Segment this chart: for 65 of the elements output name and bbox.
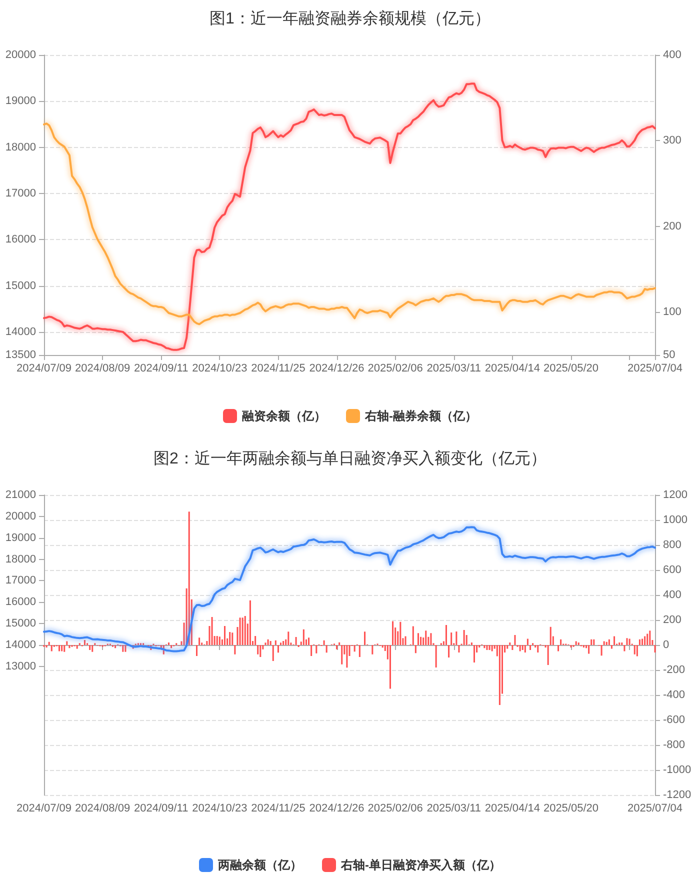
line-series — [43, 82, 656, 351]
x-tick-label: 2025/03/11 — [426, 362, 482, 374]
y-tick-label: 20000 — [5, 49, 36, 61]
x-tick-label: 2025/02/06 — [368, 802, 423, 814]
y-tick-label: 15000 — [5, 618, 36, 630]
y-tick-label: 16000 — [5, 596, 36, 608]
x-tick-label: 2024/11/25 — [251, 802, 306, 814]
y2-tick-label: -1200 — [663, 789, 692, 801]
x-tick-label: 2024/08/09 — [75, 802, 130, 814]
y2-tick-label: 400 — [663, 589, 682, 601]
y2-tick-label: 600 — [663, 564, 682, 576]
x-tick-label: 2025/04/14 — [484, 802, 540, 814]
x-tick-label: 2025/07/04 — [627, 802, 683, 814]
x-tick-label: 2024/09/11 — [134, 362, 188, 374]
x-tick-label: 2024/10/23 — [192, 802, 248, 814]
y-tick-label: 20000 — [5, 510, 36, 522]
y2-tick-label: 200 — [663, 614, 682, 626]
x-tick-label: 2024/08/09 — [75, 362, 130, 374]
y2-tick-label: 50 — [663, 349, 676, 361]
line-series — [43, 122, 656, 326]
y2-tick-label: -1000 — [663, 764, 692, 776]
y-tick-label: 18000 — [5, 141, 36, 154]
y2-tick-label: 1200 — [663, 489, 688, 501]
y2-tick-label: 800 — [663, 539, 682, 551]
y2-tick-label: -800 — [663, 739, 686, 751]
x-tick-label: 2024/12/26 — [309, 362, 364, 374]
x-tick-label: 2024/09/11 — [134, 802, 188, 814]
y-tick-label: 19000 — [5, 532, 36, 544]
legend-label: 融资余额（亿） — [242, 409, 326, 423]
y2-tick-label: 100 — [663, 306, 682, 318]
x-tick-label: 2024/07/09 — [16, 802, 72, 814]
y2-tick-label: 1000 — [663, 514, 688, 526]
y-tick-label: 13500 — [5, 349, 36, 361]
y-tick-label: 18000 — [5, 553, 36, 566]
y-tick-label: 14000 — [5, 639, 36, 651]
y-tick-label: 19000 — [5, 95, 36, 108]
y-tick-label: 17000 — [5, 574, 36, 587]
legend-label: 右轴-融券余额（亿） — [364, 409, 477, 423]
y2-tick-label: 400 — [663, 49, 682, 61]
y-tick-label: 16000 — [5, 234, 36, 246]
y-tick-label: 15000 — [5, 280, 36, 292]
x-tick-label: 2025/03/11 — [426, 802, 482, 814]
x-tick-label: 2025/04/14 — [484, 362, 540, 374]
y-tick-label: 13000 — [5, 660, 36, 672]
y2-tick-label: -400 — [663, 689, 686, 701]
x-tick-label: 2025/07/04 — [627, 362, 683, 374]
legend-label: 两融余额（亿） — [217, 858, 302, 872]
x-tick-label: 2024/11/25 — [251, 362, 306, 374]
x-tick-label: 2024/07/09 — [16, 362, 72, 374]
x-tick-label: 2025/05/20 — [543, 802, 599, 814]
x-tick-label: 2025/05/20 — [543, 362, 599, 374]
legend-label: 右轴-单日融资净买入额（亿） — [340, 858, 501, 872]
x-tick-label: 2024/12/26 — [309, 802, 364, 814]
y-tick-label: 17000 — [5, 187, 36, 200]
y2-tick-label: -600 — [663, 714, 686, 726]
y2-tick-label: 200 — [663, 220, 682, 232]
y2-tick-label: 0 — [663, 639, 670, 651]
chart-title: 图2：近一年两融余额与单日融资净买入额变化（亿元） — [154, 450, 546, 468]
x-tick-label: 2025/02/06 — [368, 362, 423, 374]
x-tick-label: 2024/10/23 — [192, 362, 248, 374]
y-tick-label: 14000 — [5, 326, 36, 338]
y2-tick-label: 300 — [663, 134, 682, 147]
y2-tick-label: -200 — [663, 664, 686, 676]
y-tick-label: 21000 — [5, 489, 36, 501]
chart-title: 图1：近一年融资融券余额规模（亿元） — [210, 10, 490, 28]
